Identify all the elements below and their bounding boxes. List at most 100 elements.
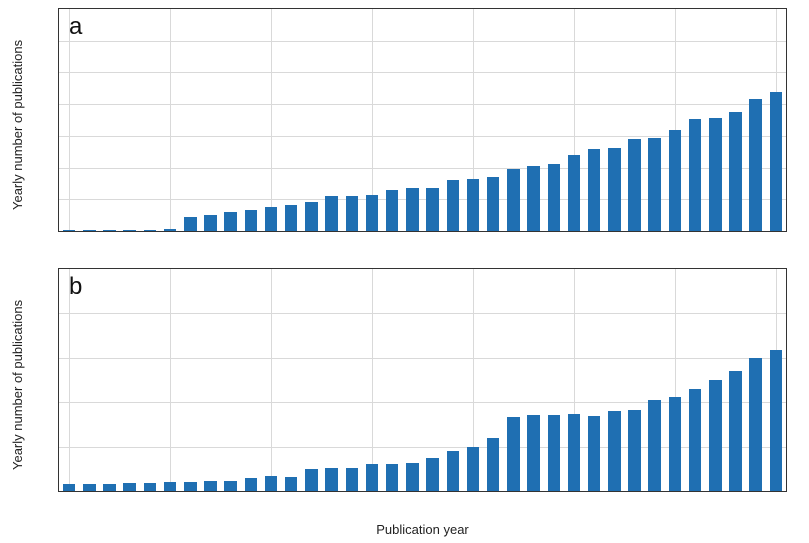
bar — [608, 148, 621, 231]
bar — [285, 477, 298, 491]
bar — [548, 415, 561, 491]
bar — [628, 410, 641, 491]
bar — [669, 397, 682, 491]
bar — [164, 482, 177, 491]
bar — [184, 217, 197, 231]
xtick-label: 1985 — [58, 491, 81, 492]
bar — [467, 447, 480, 491]
bar — [103, 484, 116, 491]
bar — [527, 415, 540, 491]
ytick-label: 25000 — [58, 268, 59, 275]
bar — [305, 202, 318, 231]
bar — [366, 195, 379, 231]
ytick-label: 2000 — [58, 193, 59, 205]
bar — [123, 230, 136, 231]
bar — [285, 205, 298, 231]
bar — [184, 482, 197, 491]
xtick-label: 1990 — [158, 491, 182, 492]
bar — [588, 416, 601, 491]
bar — [548, 164, 561, 231]
bar — [325, 468, 338, 491]
bar — [386, 464, 399, 491]
bar — [729, 371, 742, 491]
bar — [325, 196, 338, 231]
bar — [144, 230, 157, 231]
bar — [507, 169, 520, 231]
bar — [709, 118, 722, 231]
bar — [204, 215, 217, 231]
bar — [224, 212, 237, 231]
ytick-label: 10000 — [58, 396, 59, 408]
panel-tag-b: b — [69, 273, 82, 301]
ytick-label: 4000 — [58, 162, 59, 174]
ytick-label: 8000 — [58, 98, 59, 110]
ylabel-b: Yearly number of publications — [10, 454, 25, 470]
bar — [507, 417, 520, 491]
bar — [447, 180, 460, 231]
bar — [123, 483, 136, 491]
bar — [608, 411, 621, 491]
bar — [689, 119, 702, 231]
bar — [487, 177, 500, 231]
bar — [164, 229, 177, 231]
bar — [467, 179, 480, 231]
ytick-label: 10000 — [58, 66, 59, 78]
xtick-label: 2005 — [461, 491, 485, 492]
bar — [426, 458, 439, 491]
bar — [426, 188, 439, 231]
bar — [749, 99, 762, 231]
bar — [568, 155, 581, 231]
bar — [346, 196, 359, 231]
bar — [144, 483, 157, 491]
bar — [103, 230, 116, 231]
ylabel-a: Yearly number of publications — [10, 194, 25, 210]
bars-a — [59, 9, 786, 231]
bar — [346, 468, 359, 491]
bar — [669, 130, 682, 231]
bar — [386, 190, 399, 231]
ytick-label: 15000 — [58, 352, 59, 364]
bar — [83, 230, 96, 231]
bar — [628, 139, 641, 231]
publications-figure: Yearly number of publications Yearly num… — [0, 0, 809, 543]
ytick-label: 0 — [58, 225, 59, 232]
bar — [709, 380, 722, 491]
bar — [588, 149, 601, 231]
bar — [648, 138, 661, 231]
panel-tag-a: a — [69, 13, 82, 41]
panel-a: a 02000400060008000100001200014000 — [58, 8, 787, 250]
ytick-label: 5000 — [58, 441, 59, 453]
xtick-label: 1995 — [259, 491, 283, 492]
bar — [83, 484, 96, 491]
xtick-label: 2000 — [360, 491, 384, 492]
bar — [245, 478, 258, 491]
bar — [527, 166, 540, 231]
xtick-label: 2020 — [764, 491, 787, 492]
bar — [366, 464, 379, 491]
ytick-label: 14000 — [58, 8, 59, 15]
plot-area-a: a 02000400060008000100001200014000 — [58, 8, 787, 232]
ytick-label: 20000 — [58, 307, 59, 319]
bar — [63, 484, 76, 491]
bar — [245, 210, 258, 231]
bar — [568, 414, 581, 491]
bar — [770, 350, 783, 491]
bar — [204, 481, 217, 491]
bar — [729, 112, 742, 231]
xtick-label: 2010 — [562, 491, 586, 492]
bars-b — [59, 269, 786, 491]
bar — [265, 476, 278, 491]
bar — [447, 451, 460, 491]
bar — [63, 230, 76, 231]
bar — [749, 358, 762, 491]
ytick-label: 6000 — [58, 130, 59, 142]
xtick-label: 2015 — [663, 491, 687, 492]
plot-area-b: b 05000100001500020000250001985199019952… — [58, 268, 787, 492]
xlabel: Publication year — [58, 522, 787, 537]
bar — [406, 463, 419, 491]
bar — [265, 207, 278, 231]
bar — [305, 469, 318, 491]
bar — [648, 400, 661, 491]
bar — [487, 438, 500, 491]
bar — [689, 389, 702, 491]
